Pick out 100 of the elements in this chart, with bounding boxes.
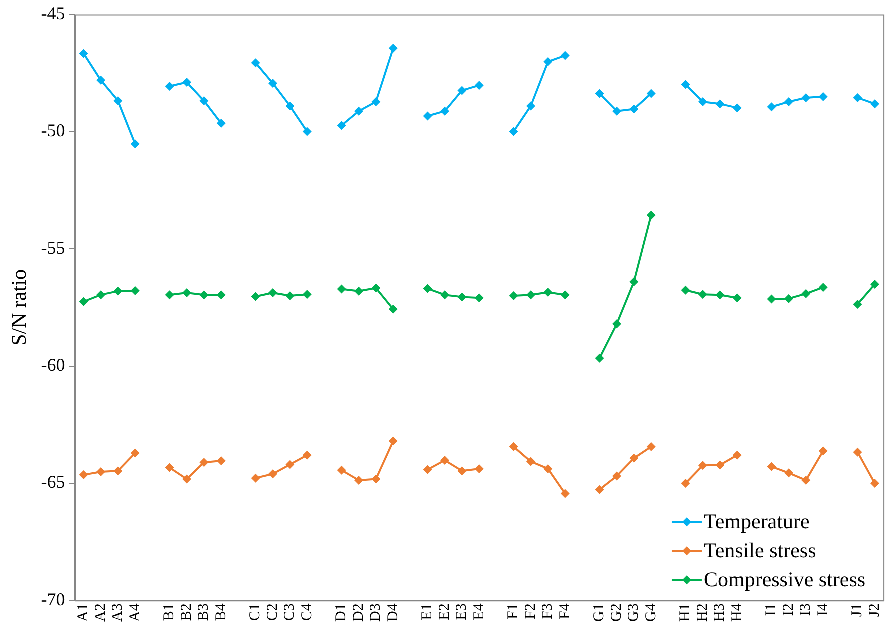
- point: [165, 463, 174, 472]
- point: [216, 456, 226, 466]
- point: [853, 300, 862, 309]
- point: [286, 102, 295, 111]
- y-tick-label: -60: [41, 355, 66, 376]
- x-tick-label: B1: [162, 604, 178, 622]
- point: [337, 121, 346, 130]
- point: [698, 290, 708, 300]
- point: [114, 286, 123, 296]
- point: [681, 80, 690, 90]
- x-tick-label: I1: [764, 604, 780, 616]
- point: [767, 102, 776, 112]
- point: [372, 474, 381, 484]
- y-axis-title: S/N ratio: [7, 270, 32, 346]
- point: [423, 465, 432, 474]
- point: [732, 450, 742, 460]
- point: [853, 448, 862, 457]
- x-tick-label: E4: [471, 603, 488, 620]
- point: [216, 119, 226, 128]
- point: [251, 474, 260, 483]
- point: [130, 140, 140, 149]
- point: [698, 461, 708, 470]
- point: [114, 96, 123, 106]
- point: [560, 489, 570, 498]
- point: [681, 286, 690, 295]
- x-tick-label: B3: [196, 604, 212, 622]
- x-tick-label: E3: [454, 604, 470, 620]
- point: [440, 456, 450, 466]
- point: [784, 294, 794, 304]
- point: [784, 468, 794, 478]
- point: [646, 89, 656, 98]
- y-tick-label: -50: [41, 120, 66, 141]
- point: [79, 470, 88, 480]
- point: [268, 288, 278, 298]
- point: [646, 442, 656, 452]
- point: [526, 290, 536, 300]
- legend-label: Tensile stress: [704, 538, 816, 563]
- point: [354, 476, 364, 485]
- point: [474, 294, 484, 303]
- point: [302, 450, 312, 460]
- x-tick-label: D3: [368, 604, 384, 622]
- x-tick-label: G1: [592, 604, 608, 622]
- point: [286, 460, 295, 470]
- point: [337, 466, 346, 475]
- point: [216, 290, 226, 300]
- point: [423, 112, 432, 121]
- x-tick-label: B2: [178, 604, 195, 622]
- point: [302, 290, 312, 300]
- x-tick-label: E2: [436, 604, 453, 620]
- point: [79, 49, 88, 58]
- point: [767, 294, 776, 304]
- point: [130, 286, 140, 296]
- x-tick-label: G4: [643, 603, 660, 622]
- y-tick-label: -70: [41, 589, 66, 610]
- x-tick-label: I2: [780, 604, 797, 616]
- point: [96, 76, 106, 85]
- x-tick-label: G3: [626, 604, 642, 622]
- point: [165, 290, 174, 300]
- x-tick-label: D1: [334, 604, 350, 622]
- x-tick-label: H2: [694, 604, 711, 622]
- point: [182, 474, 192, 484]
- point: [354, 106, 364, 116]
- point: [595, 354, 604, 363]
- point: [870, 478, 880, 488]
- x-tick-label: D4: [385, 603, 402, 622]
- point: [388, 436, 398, 446]
- point: [560, 290, 570, 300]
- point: [595, 485, 604, 494]
- x-tick-label: J2: [866, 604, 883, 618]
- point: [509, 292, 518, 301]
- point: [716, 460, 725, 470]
- point: [646, 210, 656, 220]
- point: [544, 288, 553, 297]
- point: [870, 280, 880, 290]
- point: [630, 277, 639, 286]
- x-tick-label: A4: [127, 603, 144, 622]
- point: [716, 100, 725, 109]
- x-tick-label: I3: [798, 604, 814, 616]
- point: [200, 290, 209, 300]
- point: [474, 81, 484, 90]
- point: [388, 304, 398, 314]
- point: [440, 106, 450, 116]
- point: [526, 457, 536, 466]
- x-tick-label: G2: [608, 604, 625, 622]
- x-tick-label: H1: [678, 604, 694, 622]
- point: [372, 284, 381, 293]
- point: [784, 97, 794, 106]
- x-tick-label: F1: [506, 604, 522, 620]
- point: [630, 454, 639, 463]
- point: [182, 78, 192, 88]
- legend-label: Compressive stress: [704, 568, 866, 592]
- x-tick-label: H3: [712, 604, 728, 622]
- point: [767, 462, 776, 472]
- point: [560, 51, 570, 60]
- point: [251, 58, 260, 68]
- point: [612, 106, 622, 116]
- point: [509, 127, 518, 136]
- point: [509, 442, 518, 452]
- x-tick-label: F4: [557, 603, 574, 620]
- x-tick-label: I4: [815, 603, 832, 616]
